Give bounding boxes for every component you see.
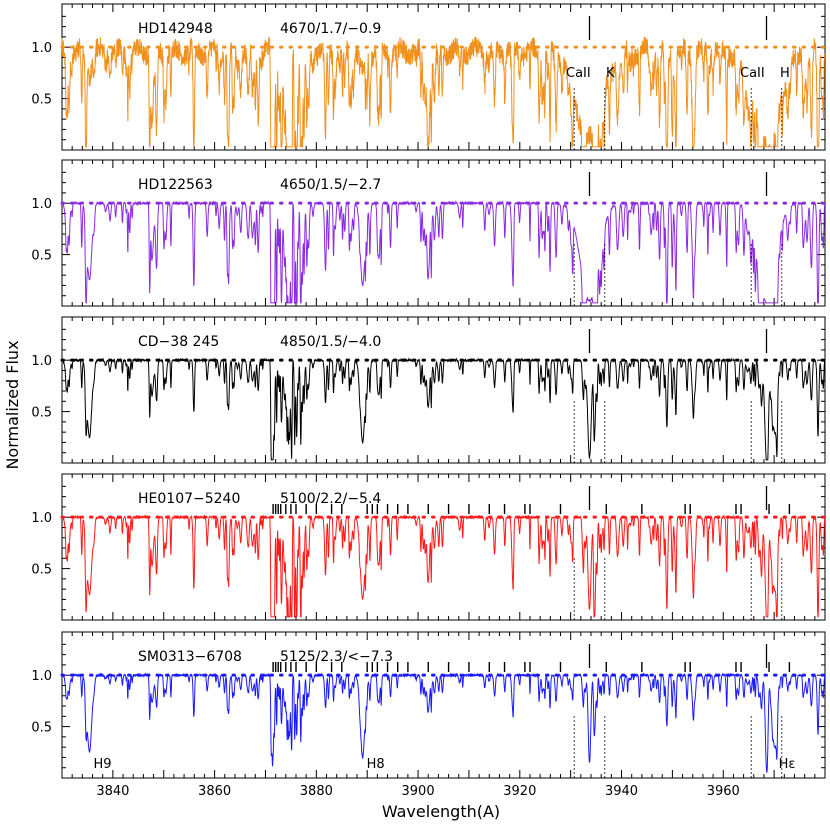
y-tick-label: 1.0 — [31, 354, 52, 369]
star-name: CD−38 245 — [138, 334, 219, 350]
stellar-params: 5125/2.3/<−7.3 — [280, 649, 393, 665]
x-tick-label: 3960 — [707, 784, 740, 799]
x-tick-label: 3880 — [300, 784, 333, 799]
y-tick-label: 1.0 — [31, 669, 52, 684]
panel-frame — [61, 631, 826, 779]
stellar-params: 4670/1.7/−0.9 — [280, 21, 381, 37]
stellar-params: 4650/1.5/−2.7 — [280, 177, 381, 193]
caii-k-label: CaII — [566, 66, 591, 81]
panel-frame — [61, 3, 826, 151]
panel-5: 0.5 1.0 SM0313−6708 5125/2.3/<−7.3 H9 H8 Hε 384… — [31, 631, 827, 799]
y-tick-label: 0.5 — [31, 249, 52, 264]
stellar-params: 4850/1.5/−4.0 — [280, 334, 381, 350]
panel-frame — [61, 316, 826, 464]
balmer-label: H9 — [93, 757, 111, 772]
spectrum-series-4 — [61, 514, 826, 618]
panel-2: 0.5 1.0 HD122563 4650/1.5/−2.7 — [31, 159, 827, 307]
x-tick-label: 3840 — [96, 784, 129, 799]
x-tick-label: 3860 — [198, 784, 231, 799]
y-tick-label: 0.5 — [31, 406, 52, 421]
stellar-params: 5100/2.2/−5.4 — [280, 491, 381, 507]
panel-4: 0.5 1.0 HE0107−5240 5100/2.2/−5.4 — [31, 473, 827, 621]
spectrum-series-1 — [61, 36, 826, 148]
panel-frame — [61, 159, 826, 307]
star-name: HE0107−5240 — [138, 491, 240, 507]
star-name: HD142948 — [138, 21, 213, 37]
star-name: SM0313−6708 — [138, 649, 242, 665]
panel-1: 0.5 1.0 HD142948 4670/1.7/−0.9 CaII K CaII H — [31, 3, 827, 151]
y-tick-label: 1.0 — [31, 197, 52, 212]
x-tick-label: 3940 — [605, 784, 638, 799]
y-tick-label: 0.5 — [31, 721, 52, 736]
y-tick-label: 1.0 — [31, 511, 52, 526]
y-tick-label: 1.0 — [31, 41, 52, 56]
balmer-label: Hε — [779, 757, 796, 772]
h-label: H — [780, 66, 790, 81]
y-tick-label: 0.5 — [31, 93, 52, 108]
y-tick-label: 0.5 — [31, 563, 52, 578]
spectrum-series-3 — [61, 357, 826, 461]
spectrum-series-5 — [61, 672, 826, 773]
star-name: HD122563 — [138, 177, 213, 193]
x-tick-label: 3900 — [402, 784, 435, 799]
k-label: K — [606, 66, 615, 81]
panel-3: 0.5 1.0 CD−38 245 4850/1.5/−4.0 — [31, 316, 827, 464]
y-axis-label: Normalized Flux — [3, 340, 22, 469]
x-axis-label: Wavelength(A) — [382, 802, 500, 821]
spectrum-series-2 — [61, 200, 826, 304]
caii-h-label: CaII — [740, 66, 765, 81]
panel-frame — [61, 473, 826, 621]
balmer-label: H8 — [367, 757, 385, 772]
x-tick-label: 3920 — [503, 784, 536, 799]
